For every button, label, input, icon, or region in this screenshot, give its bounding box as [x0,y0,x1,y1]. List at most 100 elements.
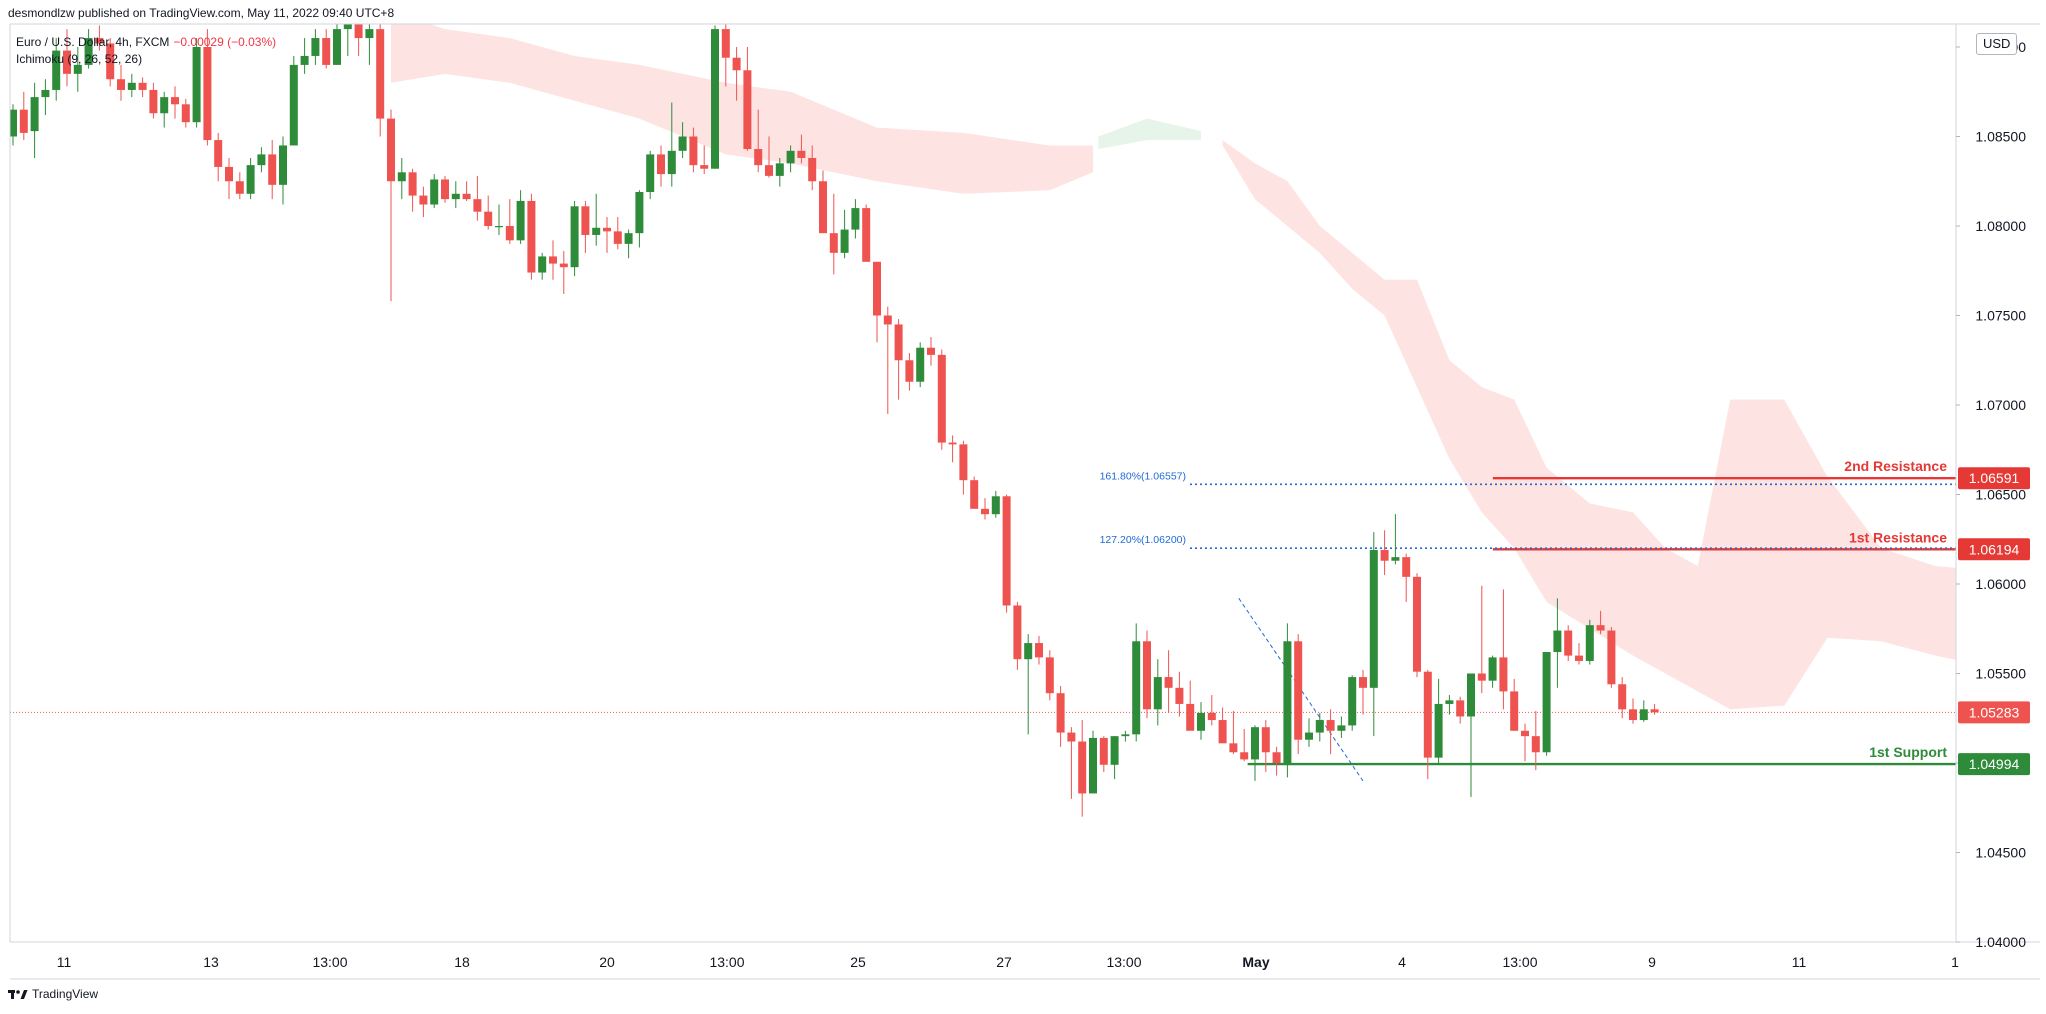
candle-body [73,64,82,74]
candle [1056,686,1065,747]
tradingview-wordmark: TradingView [32,987,99,1001]
candle-body [981,508,989,515]
candle [862,204,871,262]
level-price-tag-1-bg [1958,538,2030,561]
candle-body [1359,677,1367,688]
candle-body [1272,752,1281,763]
candle [192,38,201,128]
candle [754,109,763,173]
candle [883,306,892,414]
candle [1078,720,1087,817]
tradingview-logo-icon [8,990,28,999]
candle-body [937,354,946,443]
candle-body [149,89,158,114]
candle-body [387,118,395,182]
candle [1456,696,1465,724]
candle-body [883,315,892,325]
candle [991,490,1000,518]
candle [657,145,665,187]
candle-body [894,324,903,361]
symbol-legend[interactable]: Euro / U.S. Dollar, 4h, FXCM −0.00029 (−0… [16,35,276,49]
candle-body [84,38,93,65]
candle-body [819,181,827,234]
candle [840,209,849,259]
candle-body [1067,732,1076,742]
candle-body [1499,657,1508,692]
indicator-legend[interactable]: Ichimoku (9, 26, 52, 26) [16,52,143,66]
candle-body [905,360,914,382]
candle [516,190,525,244]
candle [1153,659,1162,726]
candle [1607,626,1616,688]
x-tick-label: 13:00 [312,954,347,970]
x-tick-label: 1 [1951,954,1959,970]
candle [1315,712,1324,742]
candle-body [1143,641,1151,710]
candle [1175,671,1184,717]
candle-body [1024,643,1033,660]
candle-body [1218,720,1227,744]
candle [387,109,395,302]
candle [462,181,471,201]
candle-body [948,442,957,445]
candle-body [127,82,136,90]
candle [1639,700,1648,722]
candle-body [30,97,39,132]
candle-body [376,29,385,119]
level-price-tag-0-text: 1.06591 [1969,470,2020,486]
candle [1110,736,1119,780]
candle-body [106,43,115,80]
level-price-tag-2-bg [1958,753,2030,776]
candle-body [1402,557,1411,577]
candle-body [311,38,320,56]
candle-body [1261,727,1270,753]
candle-body [1305,732,1313,740]
candle [451,181,460,209]
candle [851,199,860,239]
candle-body [559,263,568,268]
level-price-tag-1-text: 1.06194 [1969,541,2020,557]
candle [138,77,147,98]
price-change: −0.00029 (−0.03%) [173,35,277,49]
x-tick-label: 25 [850,954,866,970]
candle-body [1013,605,1022,660]
candle-body [495,226,503,228]
candle [689,127,698,173]
candle-body [1132,641,1141,735]
candle [397,157,406,200]
candle-body [657,154,665,175]
candle-body [505,226,514,241]
candle [1650,703,1659,715]
last-price-tag-bg [1958,701,2030,724]
candle-body [754,149,763,166]
candle-body [1467,673,1475,717]
candle [970,476,979,509]
x-tick-label: 13 [203,954,219,970]
candle-body [581,206,590,235]
candle [333,24,341,65]
candle [678,122,687,158]
candle-body [873,261,881,316]
candle-body [646,154,655,192]
tradingview-branding[interactable]: TradingView [8,987,98,1001]
candle [1488,655,1497,688]
candle-body [1326,720,1335,731]
candle [624,229,633,259]
candle-body [721,29,730,58]
fib-projection-line [1238,598,1364,782]
axes: 1.040001.045001.050001.055001.060001.065… [9,23,2040,980]
x-tick-label: 11 [57,954,72,970]
candle [127,73,136,98]
candle-body [689,136,698,166]
candle-body [397,172,406,182]
x-tick-label: 11 [1792,954,1807,970]
candle-body [1618,684,1627,710]
currency-button[interactable]: USD [1976,33,2018,55]
candle-body [225,166,233,182]
candle-body [1423,671,1432,758]
candle [797,134,806,164]
y-tick-label: 1.04000 [1975,934,2026,950]
candle-body [592,227,601,235]
candle-body [970,480,979,509]
